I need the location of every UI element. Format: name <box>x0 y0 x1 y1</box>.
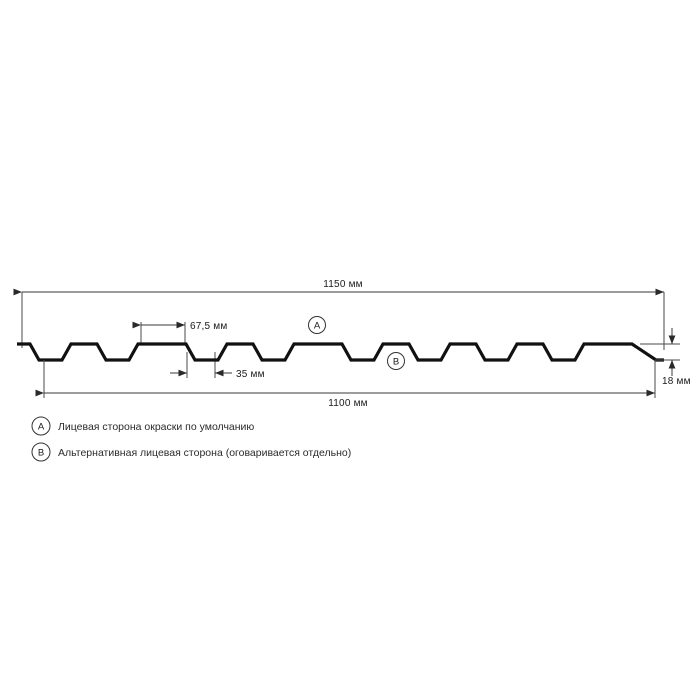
callout-a-circle <box>308 316 326 334</box>
callout-b-letter: B <box>393 357 399 368</box>
profile-height-label: 18 мм <box>662 376 691 387</box>
legend-b-letter: B <box>38 448 44 459</box>
overall-width-dimension: 1150 мм <box>13 279 665 350</box>
legend-a-text: Лицевая сторона окраски по умолчанию <box>58 421 254 433</box>
overall-width-label: 1150 мм <box>323 279 362 290</box>
legend-a-letter: A <box>38 422 45 433</box>
callout-b-circle <box>387 352 405 370</box>
callout-a: A <box>308 316 326 334</box>
callout-b: B <box>387 352 405 370</box>
legend-b-text: Альтернативная лицевая сторона (оговарив… <box>58 447 351 459</box>
crest-pitch-dimension: 67,5 мм <box>132 321 227 345</box>
corrugated-profile <box>17 342 664 362</box>
profile-height-dimension: 18 мм <box>640 328 691 387</box>
trough-width-label: 35 мм <box>236 369 265 380</box>
legend-b-circle <box>31 442 51 462</box>
useful-width-dimension: 1100 мм <box>35 360 656 409</box>
callout-a-letter: A <box>314 321 321 332</box>
legend-item-b: B Альтернативная лицевая сторона (оговар… <box>31 442 351 462</box>
crest-pitch-label: 67,5 мм <box>190 321 227 332</box>
legend-item-a: A Лицевая сторона окраски по умолчанию <box>31 416 254 436</box>
profile-outline <box>17 342 664 362</box>
legend-a-circle <box>31 416 51 436</box>
trough-width-dimension: 35 мм <box>170 352 265 380</box>
useful-width-label: 1100 мм <box>328 398 367 409</box>
